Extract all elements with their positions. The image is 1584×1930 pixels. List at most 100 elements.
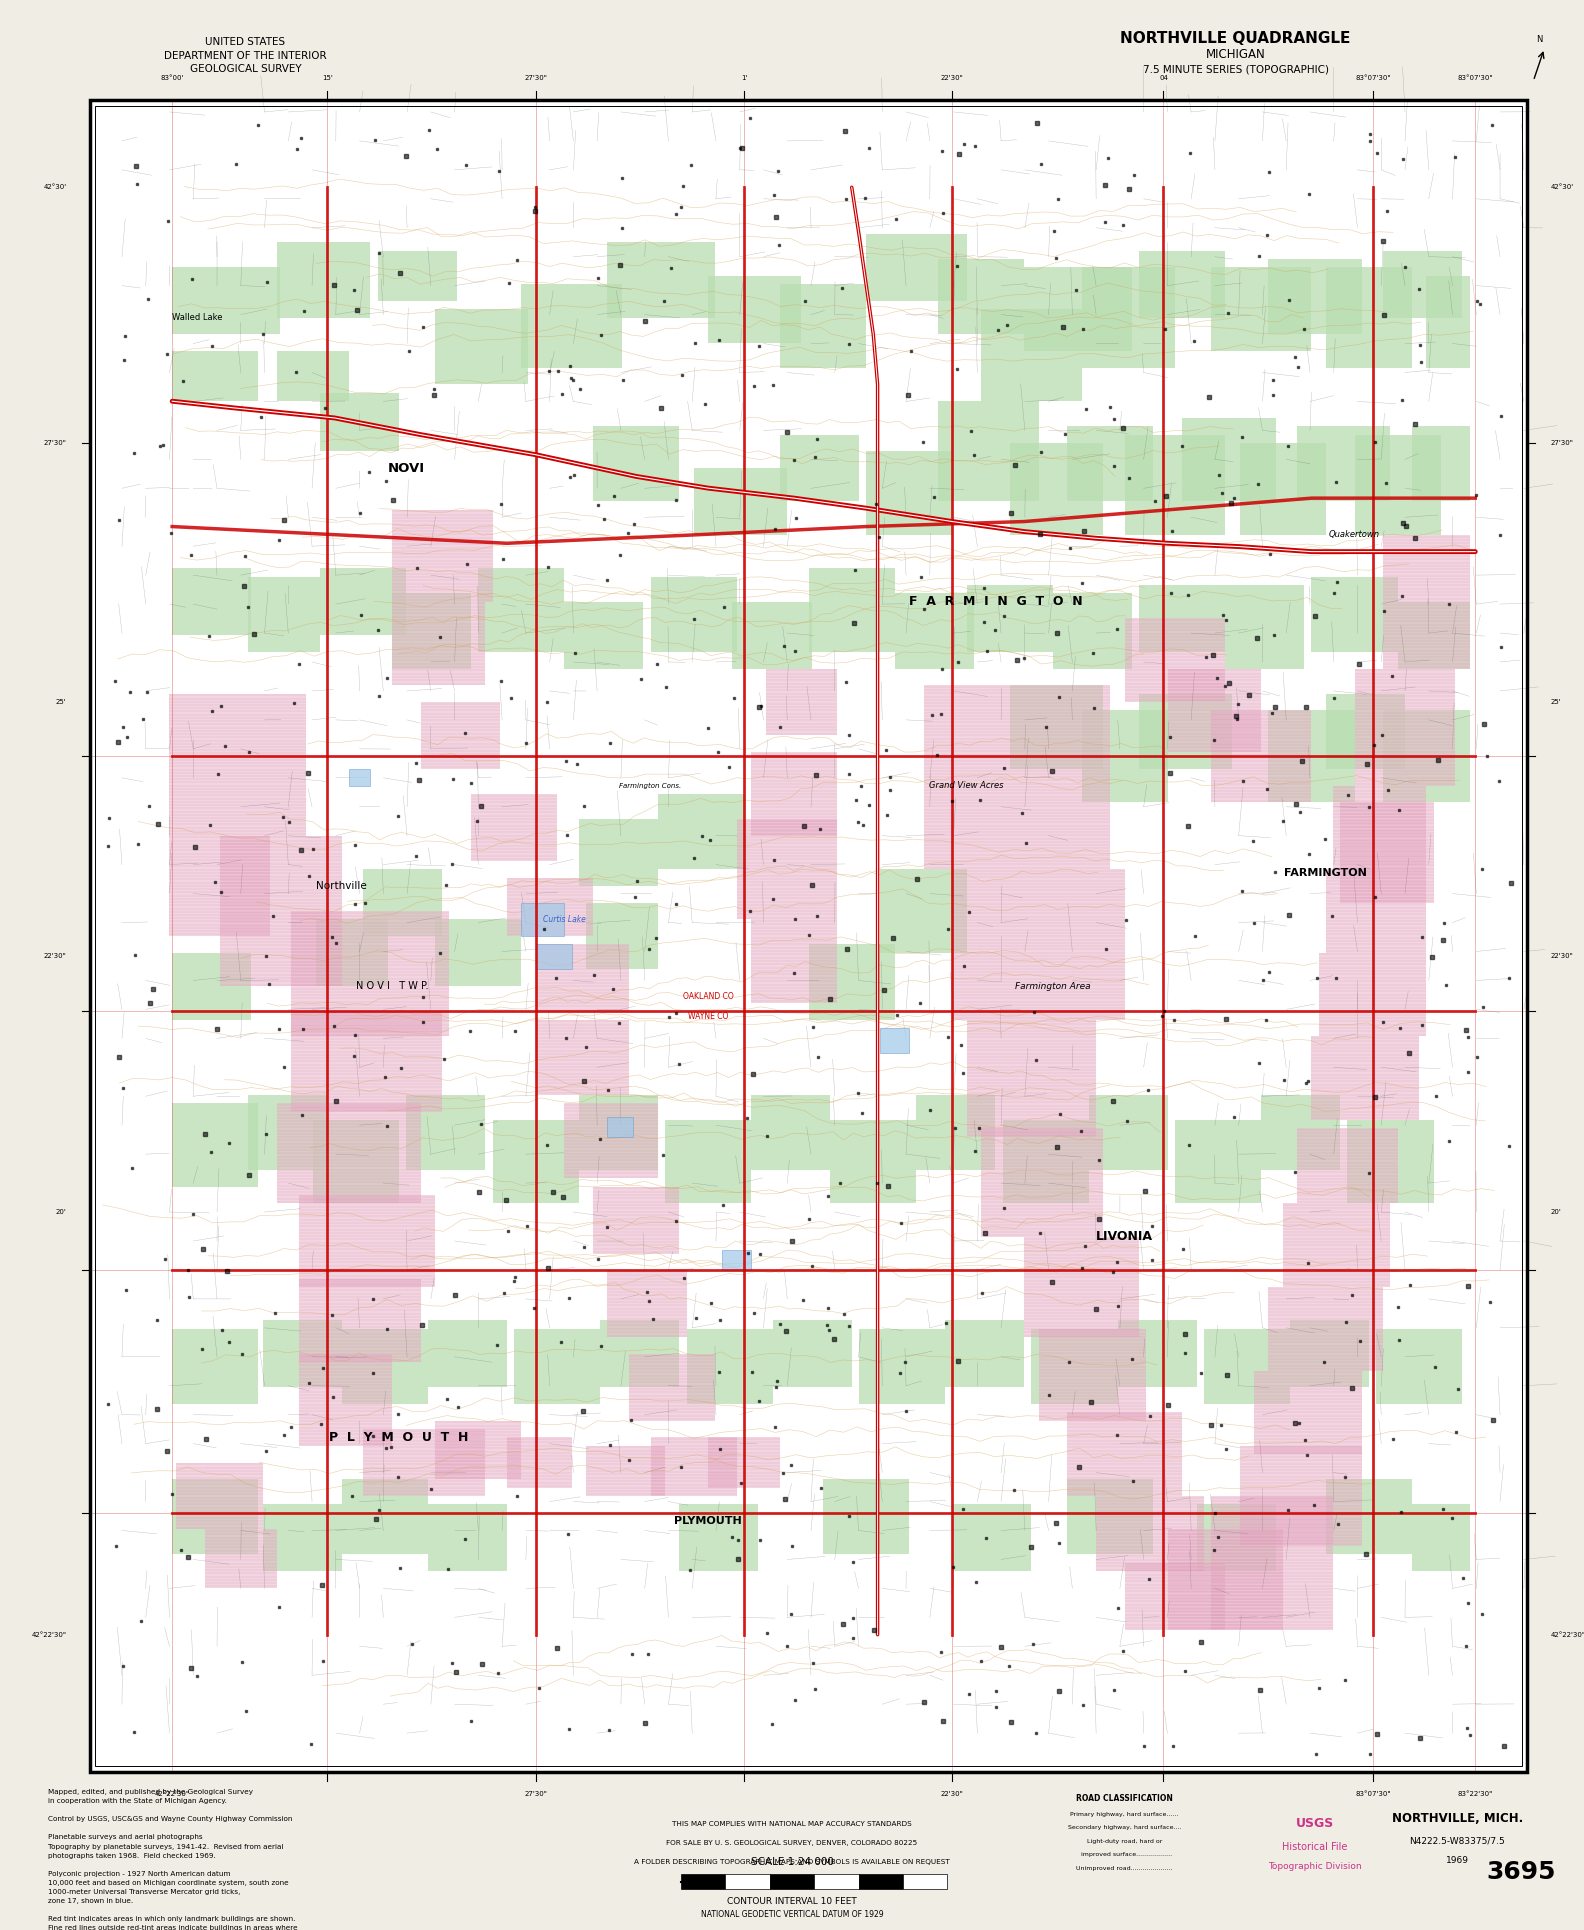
Text: 20': 20'	[1551, 1208, 1562, 1214]
Bar	[1283, 1204, 1391, 1287]
Bar	[725, 1874, 770, 1889]
Bar	[535, 1019, 629, 1094]
Text: Red tint indicates areas in which only landmark buildings are shown.: Red tint indicates areas in which only l…	[48, 1916, 295, 1922]
Text: 42°30': 42°30'	[43, 183, 67, 191]
Bar	[299, 1355, 391, 1446]
Text: USGS: USGS	[1296, 1818, 1334, 1830]
Text: Historical File: Historical File	[1281, 1841, 1348, 1853]
Text: FARMINGTON: FARMINGTON	[1285, 868, 1367, 878]
Bar	[1240, 444, 1326, 535]
Bar	[1297, 1129, 1397, 1204]
Text: 83°07'30": 83°07'30"	[1356, 1791, 1391, 1797]
Bar	[363, 1428, 485, 1496]
Bar	[773, 1320, 852, 1388]
Text: 25': 25'	[1551, 699, 1562, 704]
Text: Planetable surveys and aerial photographs: Planetable surveys and aerial photograph…	[48, 1834, 203, 1841]
Bar	[946, 1320, 1025, 1388]
Text: LIVONIA: LIVONIA	[1096, 1231, 1153, 1243]
Bar	[1340, 803, 1434, 903]
Bar	[751, 1094, 830, 1170]
Text: 27'30": 27'30"	[524, 1791, 546, 1797]
Bar	[1210, 268, 1312, 351]
Bar	[1009, 685, 1102, 768]
Bar	[363, 868, 442, 936]
Bar	[1383, 710, 1470, 803]
Bar	[1326, 868, 1427, 953]
Bar	[1068, 1478, 1153, 1554]
Text: 7.5 MINUTE SERIES (TOPOGRAPHIC): 7.5 MINUTE SERIES (TOPOGRAPHIC)	[1142, 64, 1329, 75]
Bar	[809, 944, 895, 1019]
Bar	[1318, 953, 1427, 1036]
Bar	[176, 1463, 263, 1529]
Text: WAYNE CO: WAYNE CO	[687, 1011, 729, 1021]
Bar	[1261, 1094, 1340, 1170]
Text: 1000-meter Universal Transverse Mercator grid ticks,: 1000-meter Universal Transverse Mercator…	[48, 1889, 239, 1895]
Bar	[708, 1438, 779, 1488]
Bar	[1354, 434, 1441, 535]
Text: 25': 25'	[55, 699, 67, 704]
Text: Secondary highway, hard surface....: Secondary highway, hard surface....	[1068, 1826, 1182, 1830]
Text: Curtis Lake: Curtis Lake	[543, 915, 586, 924]
Bar	[535, 944, 629, 1011]
Bar	[586, 903, 657, 969]
Bar	[320, 394, 399, 452]
Text: NORTHVILLE QUADRANGLE: NORTHVILLE QUADRANGLE	[1120, 31, 1351, 46]
Bar	[938, 401, 1039, 502]
Bar	[1326, 268, 1411, 369]
Text: 83°07'30": 83°07'30"	[1457, 75, 1494, 81]
Bar	[903, 1874, 947, 1889]
Bar	[421, 703, 499, 768]
Bar	[1082, 710, 1167, 803]
Bar	[521, 284, 623, 369]
Bar	[952, 1503, 1031, 1571]
Bar	[436, 309, 529, 384]
Bar	[859, 1874, 903, 1889]
Text: FOR SALE BY U. S. GEOLOGICAL SURVEY, DENVER, COLORADO 80225: FOR SALE BY U. S. GEOLOGICAL SURVEY, DEN…	[667, 1839, 917, 1847]
Bar	[681, 1874, 725, 1889]
Bar	[263, 1503, 342, 1571]
Bar	[608, 243, 716, 318]
Bar	[1053, 593, 1133, 668]
Text: P  L  Y  M  O  U  T  H: P L Y M O U T H	[329, 1430, 469, 1444]
Bar	[1096, 1496, 1204, 1571]
Text: Unimproved road.....................: Unimproved road.....................	[1076, 1866, 1174, 1870]
Bar	[686, 1330, 773, 1403]
Bar	[1204, 1330, 1289, 1403]
Text: 83°07'30": 83°07'30"	[1356, 75, 1391, 81]
Bar	[966, 585, 1053, 652]
Bar	[348, 768, 371, 786]
Text: 10,000 feet and based on Michigan coordinate system, south zone: 10,000 feet and based on Michigan coordi…	[48, 1880, 288, 1886]
Bar	[342, 1330, 428, 1403]
Text: NATIONAL GEODETIC VERTICAL DATUM OF 1929: NATIONAL GEODETIC VERTICAL DATUM OF 1929	[700, 1911, 884, 1918]
Bar	[391, 602, 485, 685]
Bar	[1025, 1237, 1139, 1337]
Bar	[470, 793, 558, 861]
Bar	[1334, 786, 1427, 869]
Bar	[299, 1280, 421, 1363]
Bar	[1196, 1503, 1275, 1571]
Bar	[732, 602, 811, 668]
Text: 27'30": 27'30"	[524, 75, 546, 81]
Bar	[173, 567, 252, 635]
Text: A FOLDER DESCRIBING TOPOGRAPHIC MAPS AND SYMBOLS IS AVAILABLE ON REQUEST: A FOLDER DESCRIBING TOPOGRAPHIC MAPS AND…	[634, 1859, 950, 1866]
Bar	[391, 593, 470, 668]
Bar	[938, 259, 1025, 334]
Bar	[173, 953, 252, 1019]
Text: 1': 1'	[741, 75, 748, 81]
Bar	[578, 818, 657, 886]
Bar	[564, 1104, 657, 1179]
Text: NOVI: NOVI	[388, 461, 425, 475]
Bar	[169, 693, 306, 836]
Text: 83°22'30": 83°22'30"	[1457, 1791, 1492, 1797]
Bar	[722, 1251, 751, 1270]
Text: 04: 04	[1159, 75, 1167, 81]
Bar	[600, 1320, 680, 1388]
Bar	[694, 469, 787, 535]
Bar	[881, 868, 966, 953]
Bar	[1226, 585, 1304, 668]
Bar	[1312, 577, 1397, 652]
Bar	[478, 567, 564, 652]
Bar	[665, 1119, 751, 1204]
Text: MICHIGAN: MICHIGAN	[1205, 48, 1266, 60]
Bar	[249, 1094, 328, 1170]
